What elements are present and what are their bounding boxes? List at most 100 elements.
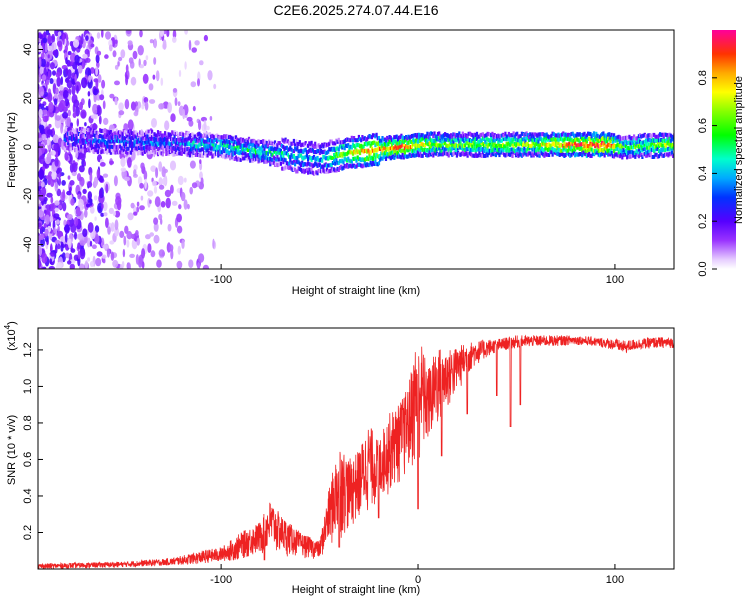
noise-cell — [147, 190, 154, 197]
ridge-cell — [523, 133, 526, 137]
ridge-cell — [190, 139, 193, 144]
ridge-cell — [480, 139, 483, 144]
ridge-cell — [68, 147, 71, 152]
ridge-cell — [156, 142, 160, 147]
ridge-cell — [171, 149, 174, 154]
noise-cell — [53, 143, 60, 152]
ridge-cell — [664, 132, 668, 137]
ridge-cell — [239, 143, 242, 148]
noise-cell — [67, 175, 71, 180]
noise-cell — [114, 64, 119, 70]
ridge-cell — [492, 143, 495, 148]
ridge-cell — [106, 144, 109, 149]
noise-cell — [45, 30, 50, 36]
ridge-cell — [224, 155, 227, 160]
ridge-cell — [470, 142, 473, 147]
ridge-cell — [392, 154, 395, 159]
ridge-cell — [428, 141, 431, 146]
ridge-cell — [629, 141, 632, 146]
ridge-cell — [200, 152, 203, 157]
ridge-cell — [666, 152, 669, 157]
ridge-cell — [552, 147, 555, 152]
ridge-cell — [120, 139, 123, 144]
ridge-cell — [370, 146, 373, 151]
ridge-cell — [572, 151, 575, 156]
ridge-cell — [224, 135, 227, 139]
ridge-cell — [407, 145, 410, 150]
ridge-cell — [408, 145, 411, 150]
colorbar-label: Normalized spectral amplitude — [733, 76, 745, 224]
ridge-cell — [604, 150, 607, 155]
ridge-cell — [440, 152, 443, 157]
ridge-cell — [491, 139, 494, 144]
ridge-cell — [177, 137, 180, 142]
ridge-cell — [314, 141, 317, 146]
noise-cell — [64, 151, 69, 161]
ridge-cell — [290, 160, 293, 165]
ridge-cell — [597, 152, 600, 157]
ridge-cell — [187, 136, 190, 141]
noise-cell — [126, 30, 132, 35]
ridge-cell — [620, 149, 623, 153]
ridge-cell — [87, 136, 90, 141]
ridge-cell — [128, 132, 131, 137]
ridge-cell — [439, 133, 442, 138]
ridge-cell — [425, 153, 428, 157]
noise-cell — [108, 44, 113, 52]
noise-cell — [96, 50, 102, 56]
ridge-cell — [578, 147, 581, 151]
ridge-cell — [277, 149, 280, 154]
ridge-cell — [432, 134, 435, 139]
ridge-cell — [213, 147, 216, 151]
ridge-cell — [546, 137, 549, 142]
ridge-cell — [565, 142, 568, 147]
ridge-cell — [230, 135, 233, 140]
noise-cell — [124, 176, 130, 182]
ridge-cell — [82, 141, 85, 145]
ridge-cell — [271, 160, 274, 165]
ridge-cell — [360, 163, 363, 168]
ridge-cell — [568, 132, 571, 137]
ridge-cell — [308, 167, 311, 172]
ridge-cell — [291, 154, 294, 159]
ridge-cell — [321, 150, 324, 155]
ridge-cell — [86, 148, 89, 153]
ridge-cell — [348, 163, 351, 168]
ridge-cell — [344, 143, 347, 148]
ridge-cell — [335, 146, 338, 151]
noise-cell — [72, 112, 77, 118]
ridge-cell — [633, 138, 636, 142]
ridge-cell — [516, 141, 519, 146]
ridge-cell — [99, 139, 102, 144]
noise-cell — [65, 57, 68, 65]
ridge-cell — [303, 155, 306, 160]
ridge-cell — [80, 134, 83, 139]
ridge-cell — [496, 150, 499, 155]
noise-cell — [47, 109, 51, 118]
ridge-cell — [149, 148, 152, 153]
ridge-cell — [276, 154, 279, 159]
ridge-cell — [277, 141, 280, 146]
ridge-cell — [527, 138, 531, 142]
ridge-cell — [505, 148, 508, 153]
ridge-cell — [559, 142, 562, 147]
ridge-cell — [151, 150, 154, 154]
ridge-cell — [285, 139, 288, 144]
ridge-cell — [656, 147, 659, 151]
ridge-cell — [380, 138, 383, 143]
noise-cell — [55, 243, 58, 254]
ridge-cell — [429, 148, 432, 153]
ridge-cell — [122, 141, 125, 146]
noise-cell — [170, 249, 174, 260]
ridge-cell — [71, 131, 75, 136]
ridge-cell — [344, 138, 347, 143]
ridge-cell — [431, 131, 434, 136]
ridge-cell — [110, 132, 114, 137]
ridge-cell — [247, 153, 251, 158]
ridge-cell — [155, 150, 158, 155]
ridge-cell — [423, 150, 427, 155]
ridge-cell — [525, 152, 528, 157]
ridge-cell — [318, 163, 321, 168]
ridge-cell — [494, 153, 497, 158]
